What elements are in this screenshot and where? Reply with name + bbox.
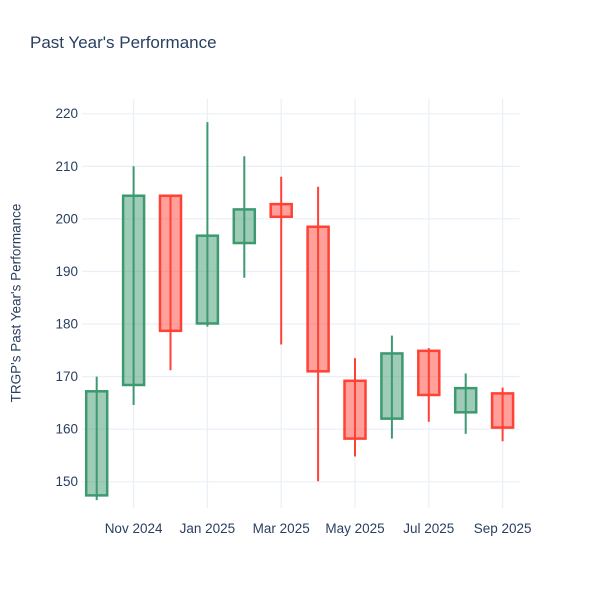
candle-body-feb-2025[interactable] [232, 208, 257, 245]
y-tick-label: 220 [55, 106, 78, 121]
x-tick-label: May 2025 [325, 521, 384, 536]
y-tick-label: 150 [55, 474, 78, 489]
x-tick-label: Mar 2025 [253, 521, 310, 536]
x-tick-label: Jul 2025 [403, 521, 454, 536]
x-tick-label: Jan 2025 [180, 521, 236, 536]
x-tick-label: Nov 2024 [105, 521, 163, 536]
y-tick-label: 160 [55, 422, 78, 437]
y-tick-label: 210 [55, 159, 78, 174]
x-tick-label: Sep 2025 [474, 521, 532, 536]
candle-body-dec-2024[interactable] [158, 194, 183, 333]
candle-body-may-2025[interactable] [343, 379, 367, 440]
candle-body-aug-2025[interactable] [453, 386, 478, 414]
y-tick-label: 170 [55, 369, 78, 384]
candle-body-jun-2025[interactable] [380, 352, 404, 420]
y-tick-label: 180 [55, 317, 78, 332]
candle-body-jul-2025[interactable] [417, 349, 441, 397]
candle-body-apr-2025[interactable] [306, 225, 330, 373]
chart-title: Past Year's Performance [30, 33, 217, 52]
y-tick-label: 190 [55, 264, 78, 279]
candle-body-mar-2025[interactable] [269, 202, 293, 219]
y-tick-label: 200 [55, 211, 78, 226]
candle-body-oct-2024[interactable] [84, 390, 109, 497]
candle-body-sep-2025[interactable] [490, 392, 515, 429]
candle-body-nov-2024[interactable] [121, 194, 146, 387]
candle-body-jan-2025[interactable] [195, 234, 220, 325]
